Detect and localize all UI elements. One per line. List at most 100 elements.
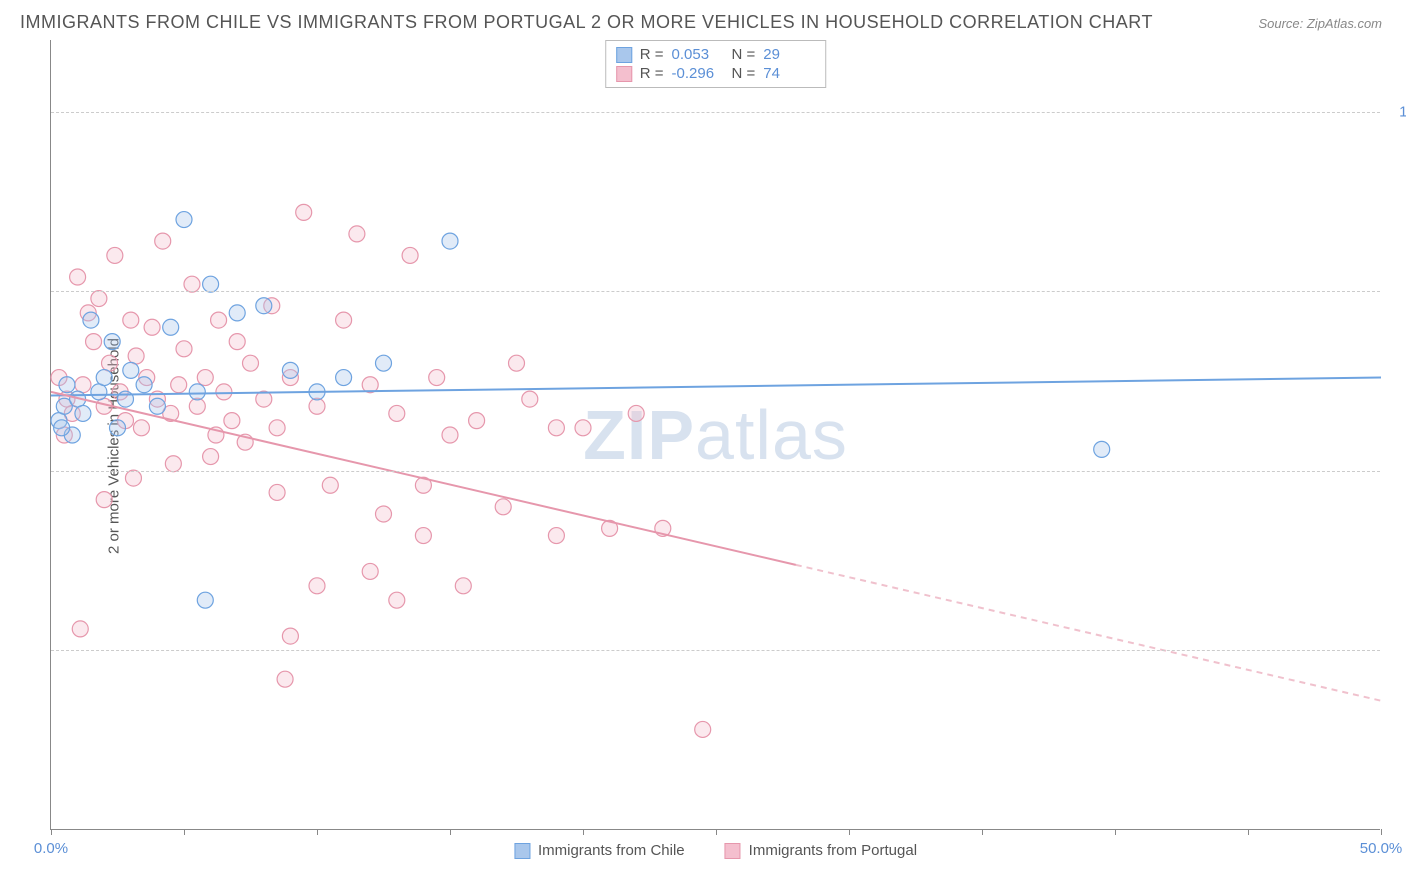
scatter-point	[197, 370, 213, 386]
x-tick	[1248, 829, 1249, 835]
scatter-point	[269, 484, 285, 500]
x-tick	[849, 829, 850, 835]
scatter-point	[628, 405, 644, 421]
scatter-point	[256, 298, 272, 314]
x-tick-label: 0.0%	[34, 840, 68, 857]
y-tick-label: 100.0%	[1390, 103, 1406, 120]
scatter-point	[197, 592, 213, 608]
scatter-point	[229, 305, 245, 321]
scatter-point	[282, 628, 298, 644]
source-credit: Source: ZipAtlas.com	[1258, 16, 1382, 31]
scatter-point	[1094, 441, 1110, 457]
scatter-point	[277, 671, 293, 687]
scatter-point	[362, 563, 378, 579]
scatter-point	[96, 370, 112, 386]
scatter-point	[75, 405, 91, 421]
scatter-point	[469, 413, 485, 429]
scatter-point	[216, 384, 232, 400]
scatter-point	[415, 528, 431, 544]
scatter-point	[336, 312, 352, 328]
scatter-point	[70, 269, 86, 285]
bottom-legend: Immigrants from Chile Immigrants from Po…	[514, 842, 917, 859]
plot-area: ZIPatlas R = 0.053 N = 29 R = -0.296 N =…	[50, 40, 1380, 830]
scatter-point	[149, 398, 165, 414]
scatter-point	[123, 312, 139, 328]
scatter-point	[176, 341, 192, 357]
x-tick	[716, 829, 717, 835]
gridline-h	[51, 471, 1380, 472]
scatter-point	[548, 420, 564, 436]
x-tick	[450, 829, 451, 835]
scatter-point	[309, 578, 325, 594]
scatter-point	[389, 592, 405, 608]
scatter-point	[575, 420, 591, 436]
scatter-point	[133, 420, 149, 436]
scatter-point	[429, 370, 445, 386]
scatter-point	[91, 384, 107, 400]
scatter-point	[165, 456, 181, 472]
scatter-point	[322, 477, 338, 493]
scatter-point	[442, 233, 458, 249]
y-tick-label: 50.0%	[1390, 462, 1406, 479]
scatter-point	[123, 362, 139, 378]
scatter-point	[309, 398, 325, 414]
scatter-point	[163, 319, 179, 335]
scatter-point	[102, 355, 118, 371]
x-tick	[583, 829, 584, 835]
scatter-point	[107, 247, 123, 263]
legend-swatch-chile-icon	[514, 843, 530, 859]
scatter-point	[86, 334, 102, 350]
x-tick	[982, 829, 983, 835]
scatter-point	[402, 247, 418, 263]
scatter-point	[376, 355, 392, 371]
scatter-point	[224, 413, 240, 429]
scatter-point	[442, 427, 458, 443]
scatter-point	[176, 212, 192, 228]
scatter-point	[269, 420, 285, 436]
scatter-point	[376, 506, 392, 522]
scatter-point	[144, 319, 160, 335]
trend-line-dashed	[796, 565, 1381, 701]
scatter-point	[125, 470, 141, 486]
scatter-point	[296, 204, 312, 220]
scatter-point	[211, 312, 227, 328]
scatter-point	[54, 420, 70, 436]
scatter-point	[59, 377, 75, 393]
scatter-point	[189, 398, 205, 414]
scatter-point	[96, 492, 112, 508]
x-tick	[317, 829, 318, 835]
scatter-point	[155, 233, 171, 249]
scatter-point	[495, 499, 511, 515]
x-tick	[1381, 829, 1382, 835]
scatter-point	[336, 370, 352, 386]
scatter-point	[91, 291, 107, 307]
x-tick	[1115, 829, 1116, 835]
scatter-point	[509, 355, 525, 371]
scatter-point	[171, 377, 187, 393]
scatter-point	[184, 276, 200, 292]
scatter-point	[75, 377, 91, 393]
gridline-h	[51, 112, 1380, 113]
legend-item-portugal: Immigrants from Portugal	[725, 842, 917, 859]
legend-label-portugal: Immigrants from Portugal	[749, 842, 917, 859]
scatter-point	[349, 226, 365, 242]
scatter-point	[104, 334, 120, 350]
trend-line-solid	[51, 378, 1381, 396]
chart-title: IMMIGRANTS FROM CHILE VS IMMIGRANTS FROM…	[20, 12, 1153, 33]
scatter-point	[136, 377, 152, 393]
scatter-point	[110, 420, 126, 436]
legend-swatch-portugal-icon	[725, 843, 741, 859]
x-tick-label: 50.0%	[1360, 840, 1403, 857]
gridline-h	[51, 650, 1380, 651]
scatter-point	[455, 578, 471, 594]
scatter-point	[243, 355, 259, 371]
y-tick-label: 25.0%	[1390, 642, 1406, 659]
x-tick	[51, 829, 52, 835]
scatter-point	[203, 449, 219, 465]
legend-label-chile: Immigrants from Chile	[538, 842, 685, 859]
scatter-point	[83, 312, 99, 328]
x-tick	[184, 829, 185, 835]
scatter-point	[203, 276, 219, 292]
legend-item-chile: Immigrants from Chile	[514, 842, 685, 859]
scatter-point	[282, 362, 298, 378]
